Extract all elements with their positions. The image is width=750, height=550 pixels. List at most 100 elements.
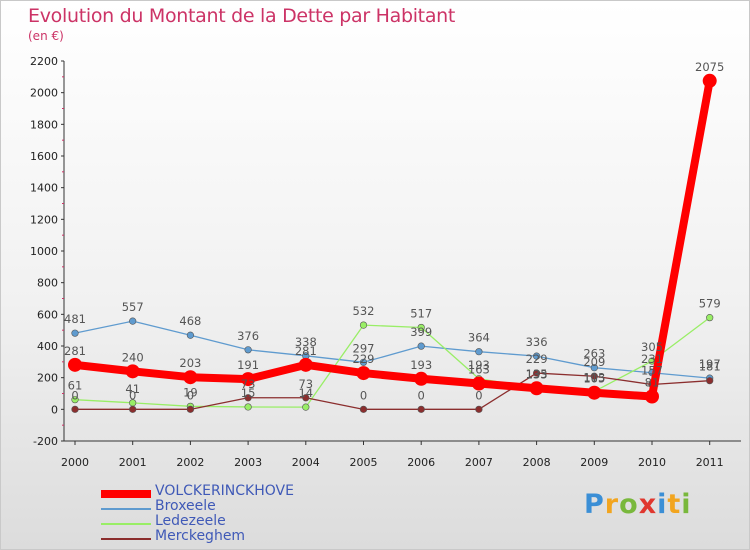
legend-swatch xyxy=(101,538,151,540)
data-label: 61 xyxy=(68,379,83,393)
series-line-broxeele xyxy=(74,320,710,379)
data-label: 14 xyxy=(298,386,313,400)
data-label: 113 xyxy=(583,370,605,384)
data-label: 468 xyxy=(179,314,201,328)
data-point xyxy=(359,321,368,329)
data-point xyxy=(71,329,79,337)
data-point xyxy=(186,405,194,413)
data-label: 0 xyxy=(187,388,194,402)
x-tick-label: 2000 xyxy=(61,456,89,469)
data-label: 73 xyxy=(298,377,313,391)
logo-letter: o xyxy=(619,489,639,520)
data-label: 197 xyxy=(699,357,721,371)
data-point xyxy=(71,396,79,404)
data-point xyxy=(414,371,429,386)
series-line-merckeghem xyxy=(75,372,710,410)
data-point xyxy=(587,385,602,400)
data-point xyxy=(183,370,198,385)
data-point xyxy=(244,394,252,402)
data-label: 203 xyxy=(179,356,201,370)
data-label: 0 xyxy=(71,388,78,402)
legend-label: Broxeele xyxy=(155,498,216,514)
data-point xyxy=(475,348,483,356)
data-label: 263 xyxy=(583,347,605,361)
logo-letter: P xyxy=(584,489,605,520)
chart-subtitle: (en €) xyxy=(28,29,64,43)
x-tick-label: 2010 xyxy=(638,456,666,469)
data-point xyxy=(359,358,368,366)
data-point xyxy=(186,331,194,339)
x-tick-label: 2002 xyxy=(176,456,204,469)
data-label: 338 xyxy=(295,335,317,349)
legend-label: Merckeghem xyxy=(155,528,246,544)
data-label: 135 xyxy=(526,367,548,381)
data-point xyxy=(706,314,714,322)
data-label: 399 xyxy=(410,325,432,339)
x-tick-label: 2011 xyxy=(696,456,724,469)
data-point xyxy=(244,403,252,411)
data-label: 240 xyxy=(122,350,144,364)
logo-letter: i xyxy=(657,489,668,520)
data-point xyxy=(532,352,541,360)
legend-label: Ledezeele xyxy=(155,513,226,529)
logo-letter: t xyxy=(667,489,682,520)
y-tick-label: 2000 xyxy=(30,87,58,100)
y-tick-label: 400 xyxy=(37,340,58,353)
series-line-ledezeele xyxy=(74,317,711,408)
y-tick-label: 800 xyxy=(37,277,58,290)
data-point xyxy=(302,394,310,402)
data-point xyxy=(356,366,371,381)
data-point xyxy=(241,372,256,387)
data-label: 209 xyxy=(583,355,605,369)
data-label: 133 xyxy=(526,367,548,381)
y-tick-label: -200 xyxy=(33,435,58,448)
data-point xyxy=(244,346,252,354)
data-point xyxy=(298,357,313,372)
data-label: 73 xyxy=(241,377,256,391)
data-point xyxy=(590,364,598,372)
data-label: 2075 xyxy=(695,60,724,74)
legend-swatch xyxy=(101,523,151,525)
data-label: 19 xyxy=(183,385,198,399)
data-label: 163 xyxy=(468,363,490,377)
data-label: 297 xyxy=(353,341,375,355)
legend-swatch xyxy=(101,508,151,510)
data-label: 229 xyxy=(526,352,548,366)
data-label: 0 xyxy=(360,388,367,402)
data-label: 0 xyxy=(129,388,136,402)
data-label: 281 xyxy=(295,344,317,358)
data-point xyxy=(417,342,425,350)
logo-letter: x xyxy=(638,489,658,520)
data-label: 517 xyxy=(410,306,432,320)
x-tick-label: 2004 xyxy=(292,456,320,469)
data-label: 532 xyxy=(353,304,375,318)
y-tick-label: 2200 xyxy=(30,55,58,68)
x-tick-label: 2007 xyxy=(465,456,493,469)
data-label: 229 xyxy=(353,352,375,366)
y-tick-label: 200 xyxy=(37,372,58,385)
legend-label: VOLCKERINCKHOVE xyxy=(155,483,294,499)
y-tick-label: 1400 xyxy=(30,182,58,195)
data-label: 336 xyxy=(526,335,548,349)
data-label: 157 xyxy=(641,363,663,377)
logo-letter: i xyxy=(681,489,692,520)
y-tick-label: 1800 xyxy=(30,118,58,131)
data-label: 191 xyxy=(237,358,259,372)
data-label: 579 xyxy=(699,297,721,311)
data-point xyxy=(645,389,659,404)
chart-title: Evolution du Montant de la Dette par Hab… xyxy=(28,5,456,27)
x-tick-label: 2006 xyxy=(407,456,435,469)
x-tick-label: 2001 xyxy=(119,456,147,469)
data-label: 231 xyxy=(641,352,663,366)
data-point xyxy=(529,381,544,396)
data-point xyxy=(532,369,541,377)
y-tick-label: 600 xyxy=(37,308,58,321)
data-point xyxy=(706,377,714,385)
data-point xyxy=(129,317,137,325)
data-point xyxy=(590,372,598,380)
x-tick-label: 2009 xyxy=(580,456,608,469)
data-point xyxy=(302,403,310,411)
data-label: 41 xyxy=(125,382,140,396)
